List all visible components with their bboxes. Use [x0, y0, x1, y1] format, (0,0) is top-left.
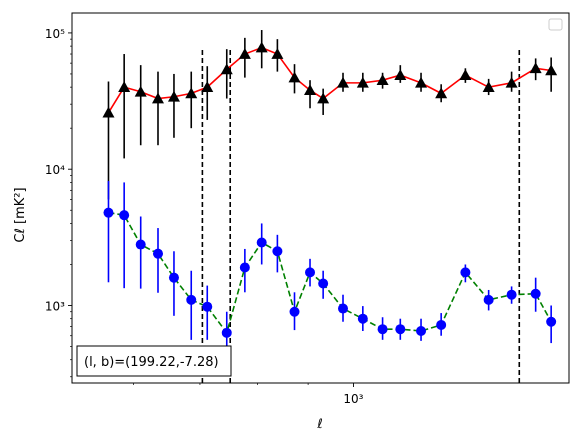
y-tick-label: 10³: [45, 299, 65, 313]
data-point: [356, 76, 369, 88]
data-point: [238, 48, 251, 59]
data-point: [152, 248, 163, 259]
data-point: [167, 90, 180, 102]
data-point: [546, 316, 557, 327]
data-point: [459, 69, 472, 80]
data-point: [318, 278, 329, 289]
data-point: [221, 327, 232, 338]
legend-box: [548, 18, 563, 31]
data-point: [416, 325, 427, 336]
data-point: [483, 294, 494, 305]
data-point: [135, 239, 146, 250]
plot-area: [102, 30, 558, 383]
data-point: [186, 294, 197, 305]
data-point: [202, 301, 213, 312]
x-axis: 10³: [133, 383, 364, 406]
axes-frame: [71, 12, 570, 384]
x-tick-label: 10³: [343, 392, 363, 406]
data-point: [337, 76, 350, 88]
data-point: [239, 262, 250, 273]
data-point: [377, 324, 388, 335]
data-point: [435, 87, 448, 99]
data-point: [394, 69, 407, 80]
data-point: [103, 207, 114, 218]
series-2: [103, 180, 557, 362]
data-point: [506, 289, 517, 300]
data-point: [255, 41, 268, 53]
data-point: [530, 288, 541, 299]
data-point: [185, 87, 198, 99]
data-point: [305, 267, 316, 278]
y-axis-label: Cℓ [mK²]: [13, 187, 28, 242]
data-point: [415, 76, 428, 88]
y-axis: 10³ 10⁴ 10⁵: [45, 27, 72, 378]
data-point: [289, 306, 300, 317]
data-point: [102, 106, 115, 118]
x-axis-label: ℓ: [316, 417, 322, 432]
data-point: [460, 267, 471, 278]
data-point: [118, 81, 131, 92]
y-tick-label: 10⁴: [45, 163, 65, 177]
data-point: [482, 81, 495, 92]
data-point: [271, 48, 284, 59]
data-point: [272, 246, 283, 257]
data-point: [395, 324, 406, 335]
data-point: [338, 303, 349, 314]
data-point: [529, 62, 542, 74]
series-1: [102, 30, 558, 200]
data-point: [357, 313, 368, 324]
data-point: [545, 64, 558, 76]
data-point: [201, 81, 214, 92]
annotation-text: (l, b)=(199.22,-7.28): [84, 355, 219, 370]
data-point: [256, 237, 267, 248]
data-point: [119, 210, 130, 221]
data-point: [134, 85, 147, 97]
data-point: [436, 319, 447, 330]
data-point: [304, 84, 317, 95]
data-point: [220, 63, 233, 75]
data-point: [317, 92, 330, 104]
data-point: [505, 76, 518, 88]
data-point: [151, 92, 164, 104]
y-tick-label: 10⁵: [45, 27, 65, 41]
data-point: [288, 71, 301, 83]
data-point: [168, 272, 179, 283]
data-point: [376, 74, 389, 85]
annotation-box: [76, 345, 232, 377]
